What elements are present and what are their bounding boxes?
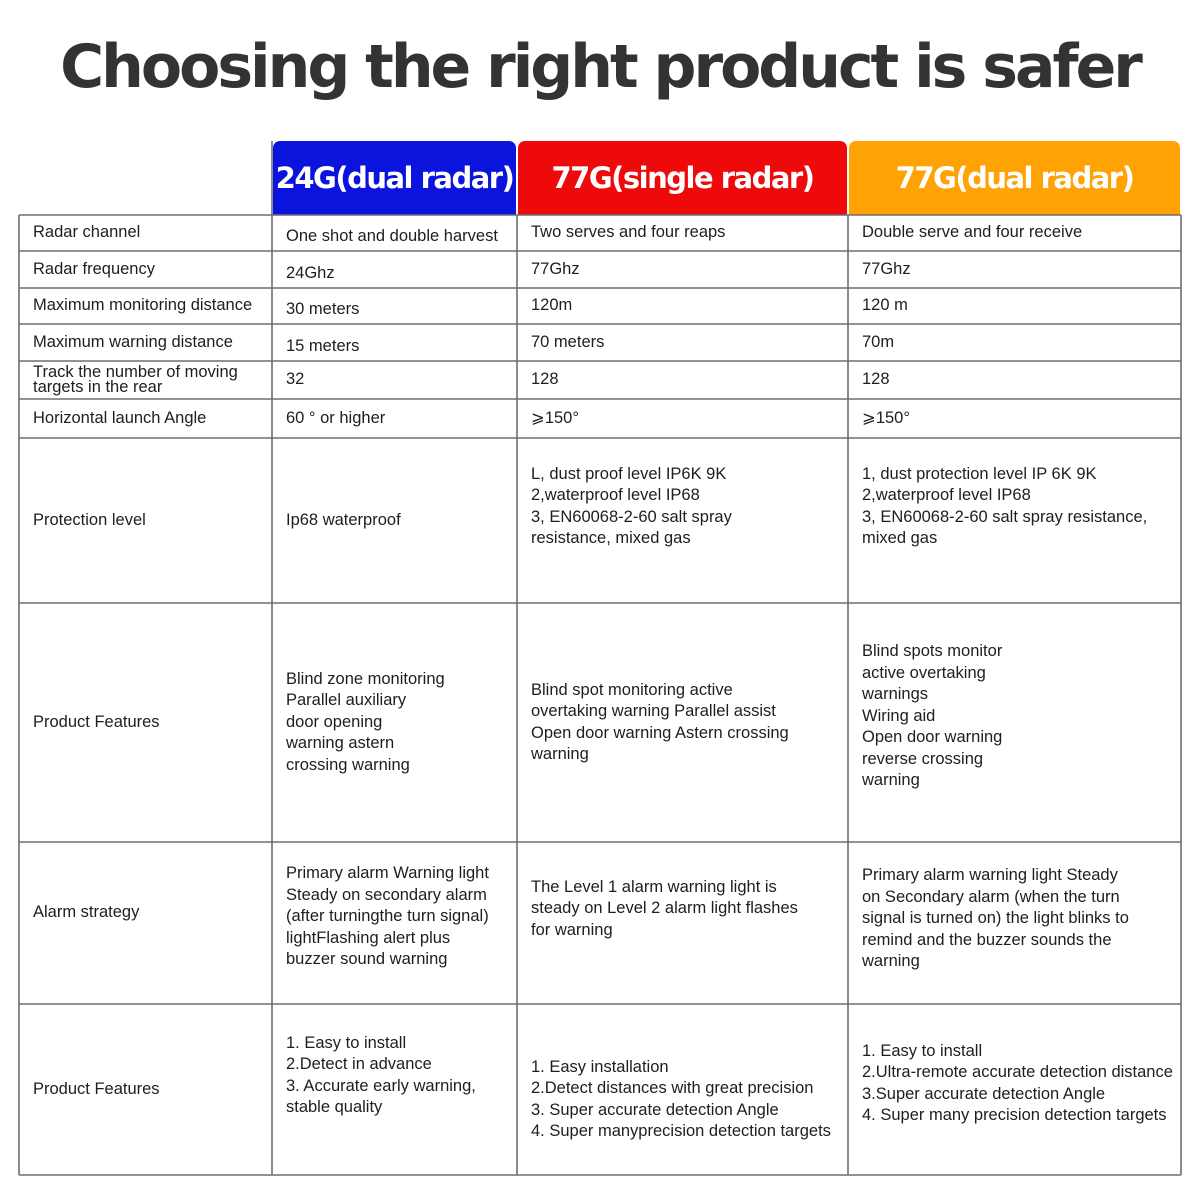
row-label: Product Features <box>33 1079 160 1098</box>
column-header-3: 77G(dual radar) <box>849 141 1180 215</box>
table-cell: 1. Easy to install 2.Detect in advance 3… <box>286 1033 476 1117</box>
row-label: Product Features <box>33 712 160 731</box>
table-cell: 1, dust protection level IP 6K 9K 2,wate… <box>862 464 1148 548</box>
table-cell: 1. Easy to install 2.Ultra-remote accura… <box>862 1041 1173 1125</box>
row-label: Radar frequency <box>33 259 155 278</box>
column-header-1: 24G(dual radar) <box>273 141 516 215</box>
table-cell: ⩾150° <box>531 408 579 427</box>
row-label: Track the number of moving targets in th… <box>33 363 238 396</box>
row-label: Horizontal launch Angle <box>33 408 207 427</box>
table-cell: Double serve and four receive <box>862 223 1083 242</box>
table-cell: Blind spot monitoring active overtaking … <box>531 680 789 764</box>
table-cell: 32 <box>286 370 305 389</box>
table-cell: ⩾150° <box>862 408 910 427</box>
page-title: Choosing the right product is safer <box>60 32 1143 102</box>
row-label: Alarm strategy <box>33 903 140 922</box>
table-cell: 15 meters <box>286 336 360 355</box>
column-header-2: 77G(single radar) <box>518 141 847 215</box>
table-cell: 70 meters <box>531 332 605 351</box>
table-cell: 70m <box>862 332 895 351</box>
table-cell: Blind zone monitoring Parallel auxiliary… <box>286 669 445 774</box>
row-label: Radar channel <box>33 223 141 242</box>
row-label: Maximum monitoring distance <box>33 296 253 315</box>
table-cell: 128 <box>862 370 890 389</box>
row-label: Maximum warning distance <box>33 332 233 351</box>
table-cell: 30 meters <box>286 300 360 319</box>
table-cell: One shot and double harvest <box>286 227 498 246</box>
table-cell: 120m <box>531 296 573 315</box>
row-label: Protection level <box>33 510 146 529</box>
table-cell: Two serves and four reaps <box>531 223 726 242</box>
table-cell: 77Ghz <box>531 259 580 278</box>
table-cell: Primary alarm warning light Steady on Se… <box>862 866 1129 971</box>
table-cell: 77Ghz <box>862 259 911 278</box>
table-cell: Blind spots monitor active overtaking wa… <box>862 642 1003 790</box>
table-cell: The Level 1 alarm warning light is stead… <box>531 877 798 939</box>
table-cell: 120 m <box>862 296 908 315</box>
table-cell: 60 ° or higher <box>286 408 386 427</box>
table-cell: L, dust proof level IP6K 9K 2,waterproof… <box>531 464 732 548</box>
table-cell: Ip68 waterproof <box>286 510 401 529</box>
table-cell: Primary alarm Warning light Steady on se… <box>286 864 489 969</box>
table-cell: 24Ghz <box>286 263 335 282</box>
table-cell: 128 <box>531 370 559 389</box>
table-cell: 1. Easy installation 2.Detect distances … <box>531 1057 831 1141</box>
